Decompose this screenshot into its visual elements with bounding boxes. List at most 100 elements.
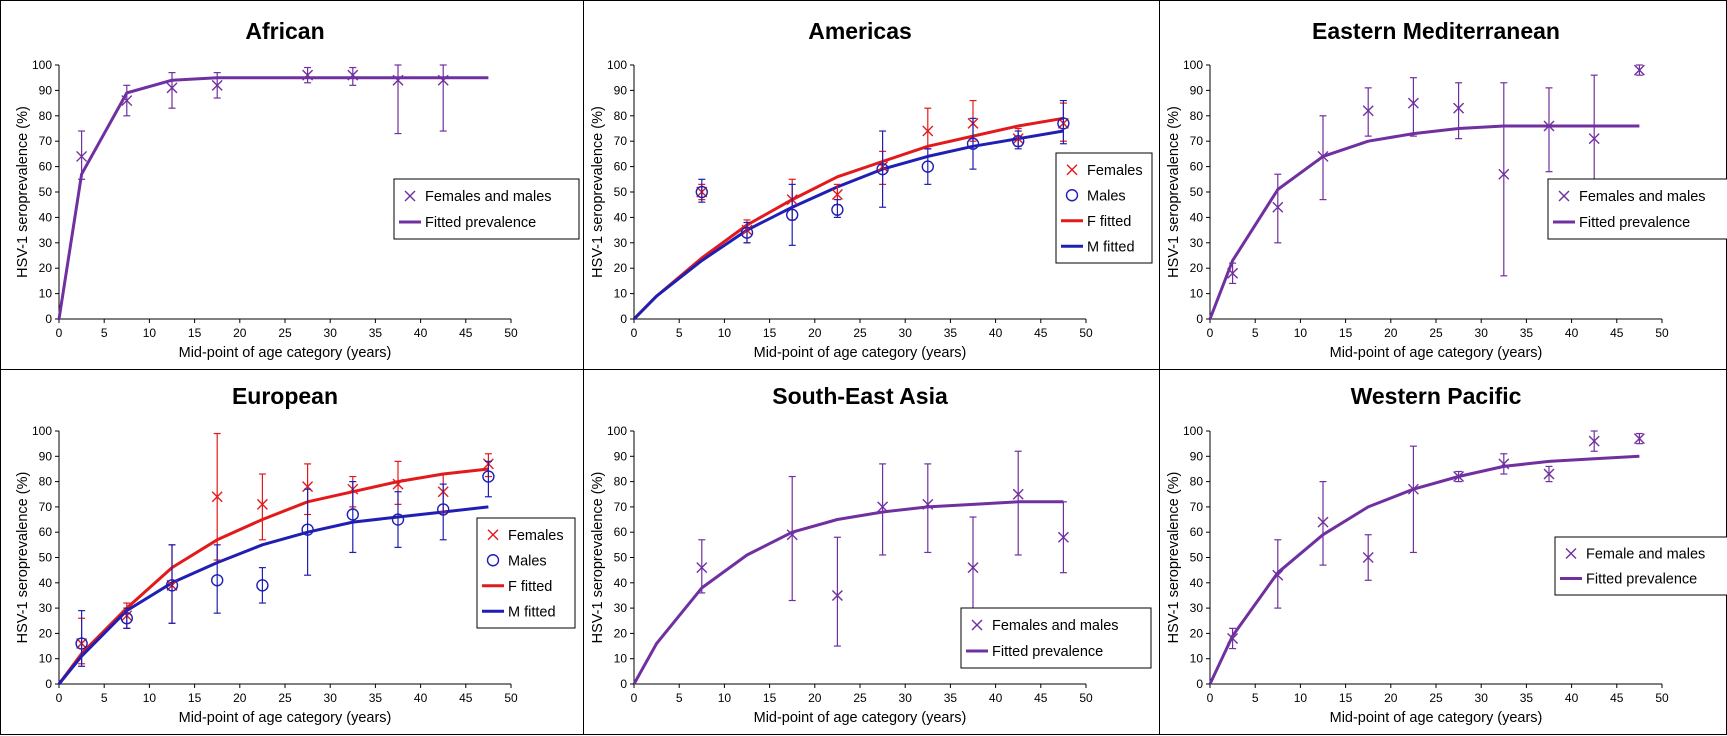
x-axis-label: Mid-point of age category (years)	[179, 710, 392, 726]
x-tick-label: 10	[143, 691, 157, 705]
y-tick-label: 10	[39, 287, 53, 301]
error-bar	[168, 544, 176, 624]
chart-svg: European 0 10 20 30 40 50 60 70 80 90 100 0 5 10 15 20 25…	[15, 383, 576, 726]
x-tick-label: 10	[718, 691, 732, 705]
series-line-fitted-prevalence	[57, 76, 489, 320]
error-bar	[258, 473, 266, 541]
x-tick-label: 50	[1079, 691, 1093, 705]
x-tick-label: 35	[1520, 326, 1534, 340]
x-tick-label: 0	[1207, 691, 1214, 705]
series-female-and-males	[1227, 430, 1645, 650]
y-tick-label: 20	[1190, 261, 1204, 275]
legend-label: Females	[508, 528, 564, 544]
y-tick-label: 70	[1190, 500, 1204, 514]
data-point	[302, 69, 314, 81]
error-bar	[78, 130, 86, 180]
data-point	[346, 508, 359, 521]
legend-label: F fitted	[1087, 214, 1131, 230]
x-tick-label: 10	[1294, 691, 1308, 705]
error-bar	[484, 460, 492, 498]
x-tick-label: 10	[718, 326, 732, 340]
error-bar	[833, 536, 841, 647]
data-point	[1453, 102, 1465, 114]
y-tick-label: 80	[39, 109, 53, 123]
y-tick-label: 20	[614, 626, 628, 640]
data-point	[1272, 201, 1284, 213]
data-point	[121, 95, 133, 107]
legend-box	[1554, 536, 1727, 596]
x-tick-label: 30	[324, 326, 338, 340]
y-tick-label: 20	[39, 626, 53, 640]
y-tick-label: 20	[1190, 626, 1204, 640]
data-point	[1407, 97, 1419, 109]
data-point	[1317, 516, 1329, 528]
x-tick-label: 15	[1339, 326, 1353, 340]
x-tick-label: 20	[808, 326, 822, 340]
legend-marker	[487, 529, 499, 541]
legend-marker	[404, 190, 416, 202]
x-tick-label: 50	[1655, 691, 1669, 705]
data-point	[785, 208, 799, 222]
x-tick-label: 20	[808, 691, 822, 705]
legend-box	[1055, 152, 1153, 264]
x-tick-label: 25	[853, 326, 867, 340]
y-tick-label: 10	[39, 652, 53, 666]
x-tick-label: 50	[504, 326, 518, 340]
error-bar	[439, 64, 447, 132]
legend-marker	[971, 619, 983, 631]
y-tick-label: 0	[620, 312, 627, 326]
x-tick-label: 30	[899, 691, 913, 705]
error-bar	[924, 148, 932, 185]
data-point	[1272, 569, 1284, 581]
y-tick-label: 40	[39, 576, 53, 590]
data-point	[437, 503, 450, 516]
legend-label: Males	[1087, 188, 1126, 204]
error-bar	[1545, 87, 1553, 173]
data-point	[437, 74, 449, 86]
legend-marker	[1066, 164, 1078, 176]
legend-label: Fitted prevalence	[1586, 572, 1697, 588]
y-tick-label: 20	[614, 261, 628, 275]
error-bar	[123, 607, 131, 629]
legend-marker	[486, 554, 500, 567]
data-point	[211, 79, 223, 91]
legend-label: Females	[1087, 163, 1143, 179]
x-tick-label: 5	[101, 691, 108, 705]
x-tick-label: 15	[188, 691, 202, 705]
y-tick-label: 50	[614, 185, 628, 199]
error-bar	[1409, 77, 1417, 137]
y-tick-label: 80	[1190, 109, 1204, 123]
data-point	[1453, 471, 1465, 483]
x-tick-label: 0	[631, 326, 638, 340]
x-tick-label: 45	[459, 691, 473, 705]
data-point	[1012, 134, 1025, 148]
chart-title: European	[232, 383, 338, 409]
y-tick-label: 100	[607, 424, 627, 438]
data-point	[876, 162, 889, 176]
legend: Females and males Fitted prevalence	[1547, 178, 1727, 240]
y-tick-label: 10	[614, 287, 628, 301]
x-tick-label: 40	[414, 326, 428, 340]
y-axis-label: HSV-1 seroprevalence (%)	[1166, 472, 1182, 644]
y-tick-label: 100	[32, 424, 52, 438]
y-tick-label: 30	[39, 601, 53, 615]
x-tick-label: 45	[1034, 326, 1048, 340]
x-tick-label: 0	[1207, 326, 1214, 340]
legend: Female and males Fitted prevalence	[1554, 536, 1727, 596]
x-tick-label: 0	[56, 691, 63, 705]
legend-box	[393, 178, 580, 240]
data-point	[301, 523, 314, 536]
x-tick-label: 45	[1610, 691, 1624, 705]
legend-marker	[1065, 189, 1079, 202]
error-bar	[1319, 480, 1327, 566]
y-tick-label: 30	[1190, 236, 1204, 250]
x-tick-label: 35	[944, 326, 958, 340]
chart-title: African	[245, 18, 324, 44]
data-point	[211, 491, 223, 503]
y-tick-label: 30	[39, 236, 53, 250]
x-tick-label: 40	[989, 326, 1003, 340]
legend-label: Males	[508, 553, 547, 569]
data-point	[695, 185, 709, 199]
x-tick-label: 5	[676, 691, 683, 705]
series-males	[75, 460, 495, 667]
